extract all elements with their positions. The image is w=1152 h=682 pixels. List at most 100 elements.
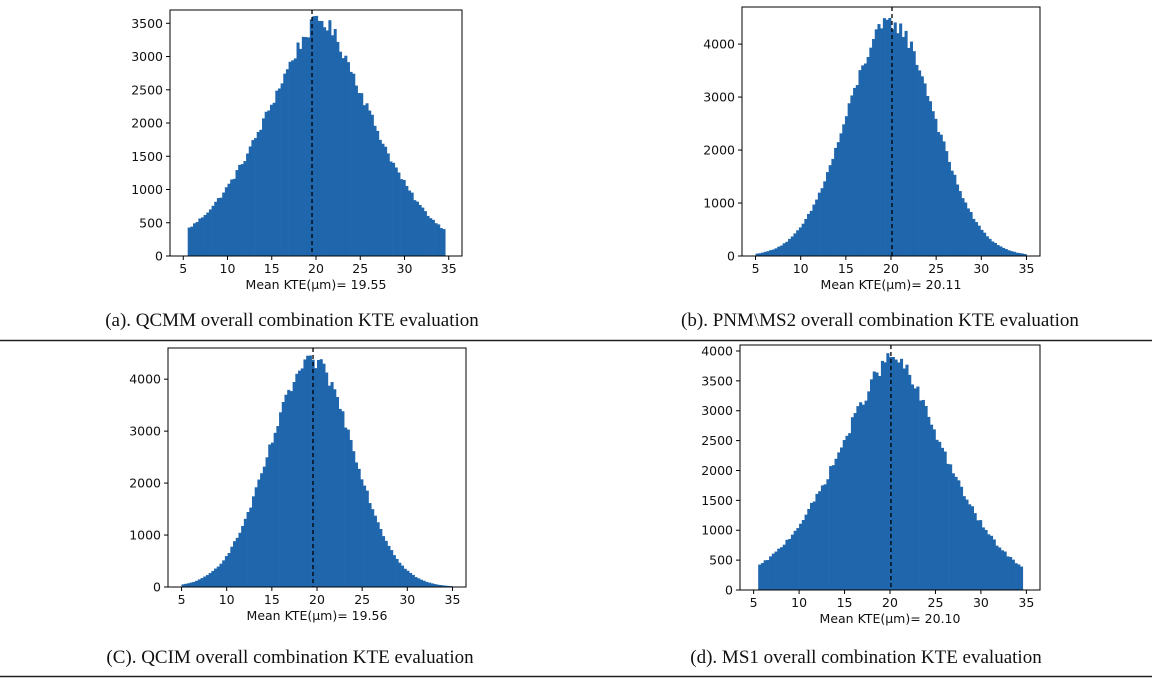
histogram-bar [993, 242, 998, 256]
histogram-bar [425, 581, 429, 587]
histogram-bar [430, 583, 434, 587]
histogram-bar [938, 441, 942, 590]
histogram-bar [397, 172, 401, 256]
histogram-bar [384, 146, 388, 256]
histogram-bar [880, 28, 884, 257]
histogram-bar [930, 424, 934, 590]
y-tick-label: 1500 [701, 493, 733, 508]
histogram-bar [379, 528, 383, 587]
histogram-bar [984, 529, 988, 590]
histogram-bar [785, 539, 789, 590]
histogram-bar [973, 513, 977, 590]
histogram-bar [309, 19, 313, 257]
histogram-bar [291, 60, 295, 257]
histogram-bar [1017, 564, 1021, 590]
histogram-bar [193, 223, 197, 256]
histogram-bar [837, 452, 841, 590]
histogram-bar [265, 457, 269, 587]
histogram-panel-b: 5 10 15 20 25 30 35 0 1000 2000 3000 4000 Mean KTE(μ… [703, 6, 1041, 292]
x-tick-label: 30 [973, 261, 989, 276]
histogram-bar [897, 362, 901, 590]
x-axis-label-b: Mean KTE(μm)= 20.11 [821, 277, 962, 292]
histogram-bar [931, 111, 935, 257]
histogram-bar [387, 545, 391, 587]
histogram-bar [1007, 250, 1011, 256]
histogram-bar [368, 503, 372, 587]
histogram-bar [861, 65, 865, 256]
histogram-bar [856, 406, 860, 590]
histogram-bar [782, 243, 786, 256]
histogram-bar [766, 559, 770, 590]
histogram-bar [190, 226, 194, 256]
histogram-bar [964, 202, 968, 256]
histogram-bar [946, 463, 950, 590]
x-tick-label: 20 [308, 261, 324, 276]
histogram-bar [926, 95, 930, 256]
histogram-bar [801, 519, 805, 590]
histogram-bar [268, 444, 272, 587]
histogram-bar [344, 55, 348, 257]
x-tick-label: 35 [441, 261, 457, 276]
histogram-bar [812, 501, 816, 590]
histogram-bar [441, 585, 445, 587]
histogram-bar [829, 466, 833, 590]
y-tick-label: 1000 [131, 182, 163, 197]
histogram-bar [777, 548, 781, 590]
histogram-bar [874, 29, 878, 256]
histogram-bar [979, 520, 983, 590]
y-tick-label: 4000 [129, 372, 161, 387]
histogram-bar [240, 164, 244, 256]
histogram-bar [257, 479, 261, 587]
histogram-bar [370, 114, 374, 257]
histogram-bar [793, 233, 797, 256]
y-tick-label: 2500 [701, 433, 733, 448]
histogram-bar [330, 382, 334, 587]
histogram-bar [974, 222, 979, 256]
histogram-bar [818, 491, 822, 590]
histogram-bar [248, 146, 252, 256]
histogram-bar [920, 76, 924, 256]
histogram-bar [1012, 251, 1016, 256]
histogram-bar [842, 124, 846, 256]
histogram-bar [436, 584, 440, 587]
histogram-bar [883, 362, 887, 590]
histogram-bar [809, 210, 813, 256]
histogram-bar [314, 368, 318, 587]
histogram-bar [222, 192, 226, 256]
histogram-bar [251, 140, 255, 256]
histogram-bar [273, 432, 277, 587]
histogram-bar [831, 158, 835, 256]
histogram-bar [790, 534, 794, 590]
histogram-bar [1000, 550, 1004, 590]
x-tick-label: 5 [178, 592, 186, 607]
x-tick-label: 30 [399, 592, 415, 607]
histogram-bar [389, 161, 393, 256]
histogram-bar [901, 36, 905, 256]
histogram-bar [373, 515, 377, 587]
histogram-bar [200, 217, 204, 256]
histogram-bar [411, 574, 415, 587]
y-tick-label: 3000 [703, 90, 735, 105]
histogram-bar [853, 413, 857, 590]
histogram-bar [839, 133, 843, 256]
histogram-bar [875, 372, 879, 590]
histogram-bar [376, 130, 380, 256]
histogram-bar [758, 253, 762, 256]
y-tick-label: 2000 [131, 116, 163, 131]
x-tick-label: 25 [352, 261, 368, 276]
histogram-bar [362, 105, 366, 256]
histogram-bar [850, 417, 854, 590]
histogram-bar [187, 227, 191, 256]
histogram-bar [949, 464, 953, 590]
histogram-bar [912, 51, 916, 256]
histogram-bar [961, 198, 965, 256]
histogram-bar [769, 556, 773, 590]
x-tick-label: 15 [264, 261, 280, 276]
histogram-bar [341, 411, 345, 587]
histogram-bar [870, 379, 874, 590]
histogram-bar [755, 253, 759, 256]
histogram-panel-a: 5 10 15 20 25 30 35 0 500 1000 1500 2000 2500 3000 350… [131, 9, 463, 292]
caption-b: (b). PNM\MS2 overall combination KTE eva… [681, 310, 1079, 331]
histogram-bar [346, 429, 350, 587]
histogram-bar [365, 103, 369, 256]
